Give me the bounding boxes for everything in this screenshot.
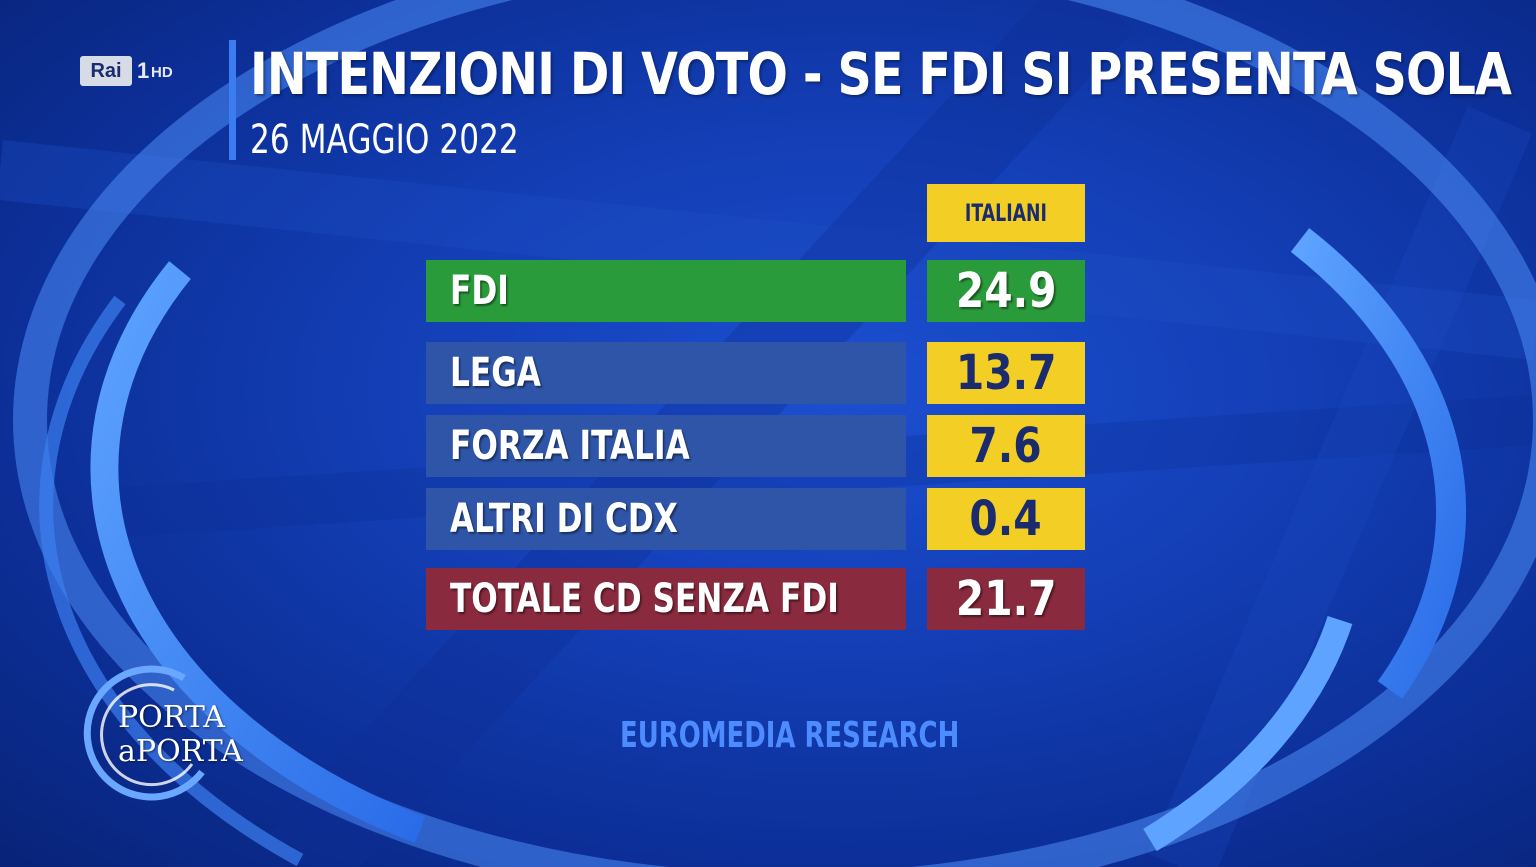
row-value: 13.7 xyxy=(927,342,1085,404)
row-value-text: 24.9 xyxy=(955,263,1057,319)
row-value: 0.4 xyxy=(927,488,1085,550)
row-label-text: ALTRI DI CDX xyxy=(450,496,678,542)
channel-number: 1 xyxy=(137,58,150,83)
row-value: 21.7 xyxy=(927,568,1085,630)
network-logo: Rai 1 HD xyxy=(80,56,190,86)
row-value-text: 21.7 xyxy=(955,571,1057,627)
show-logo-line1: PORTA xyxy=(118,700,225,735)
row-label-text: TOTALE CD SENZA FDI xyxy=(450,576,839,622)
table-row: TOTALE CD SENZA FDI 21.7 xyxy=(426,568,1085,630)
row-value-text: 7.6 xyxy=(969,418,1043,474)
chart-subtitle: 26 MAGGIO 2022 xyxy=(250,117,519,163)
row-label-text: FORZA ITALIA xyxy=(450,423,690,469)
hd-badge: HD xyxy=(151,64,173,81)
column-header-label: ITALIANI xyxy=(965,199,1047,227)
table-row: FDI 24.9 xyxy=(426,260,1085,322)
row-label: ALTRI DI CDX xyxy=(426,488,906,550)
row-label: FORZA ITALIA xyxy=(426,415,906,477)
row-label: FDI xyxy=(426,260,906,322)
table-row: LEGA 13.7 xyxy=(426,342,1085,404)
row-label-text: LEGA xyxy=(450,350,541,396)
table-row: FORZA ITALIA 7.6 xyxy=(426,415,1085,477)
show-logo: PORTA aPORTA xyxy=(74,660,244,810)
row-value: 24.9 xyxy=(927,260,1085,322)
title-accent-bar xyxy=(229,40,236,160)
column-header: ITALIANI xyxy=(927,184,1085,242)
row-label: LEGA xyxy=(426,342,906,404)
chart-title: INTENZIONI DI VOTO - SE FDI SI PRESENTA … xyxy=(250,40,1512,108)
row-value-text: 0.4 xyxy=(969,491,1043,547)
show-logo-line2: aPORTA xyxy=(118,734,243,769)
row-value: 7.6 xyxy=(927,415,1085,477)
source-label: EUROMEDIA RESEARCH xyxy=(620,715,960,756)
row-value-text: 13.7 xyxy=(955,345,1057,401)
table-row: ALTRI DI CDX 0.4 xyxy=(426,488,1085,550)
show-logo-ring-icon xyxy=(83,665,205,801)
row-label: TOTALE CD SENZA FDI xyxy=(426,568,906,630)
row-label-text: FDI xyxy=(450,268,509,314)
rai-logo: Rai xyxy=(80,56,132,86)
